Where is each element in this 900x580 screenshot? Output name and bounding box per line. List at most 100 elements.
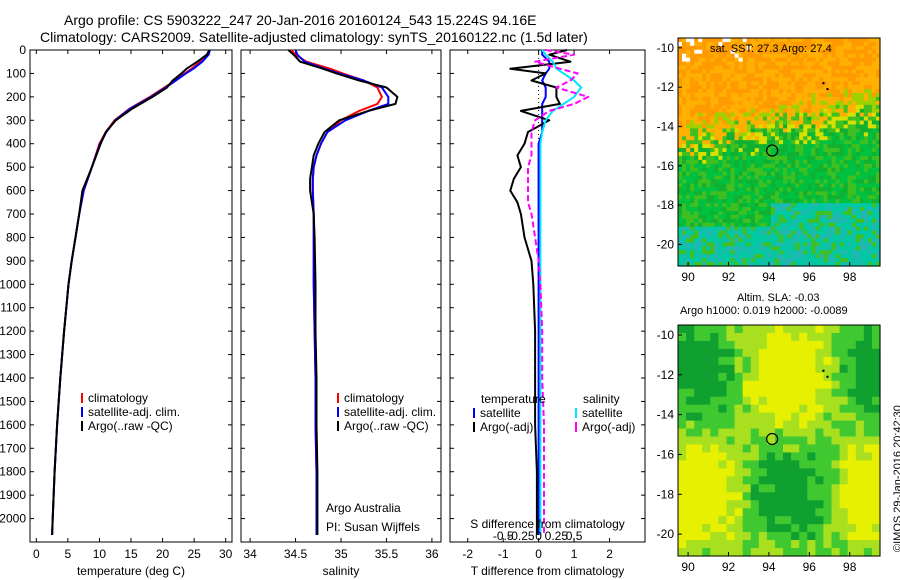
top-tick-label: 0.5 — [566, 529, 583, 543]
x-tick-label: 25 — [187, 547, 201, 561]
map-y-tick-label: -20 — [657, 527, 675, 541]
legend-entry: satellite-adj. clim. — [344, 405, 436, 419]
sla-map — [678, 325, 881, 557]
x-tick-label: 20 — [156, 547, 170, 561]
y-tick-label: 1500 — [0, 394, 26, 408]
chart-title-line1: Argo profile: CS 5903222_247 20-Jan-2016… — [64, 12, 537, 28]
y-tick-label: 900 — [6, 254, 26, 268]
sla-map-title: Altim. SLA: -0.03 — [737, 292, 820, 304]
y-tick-label: 1800 — [0, 465, 26, 479]
y-tick-label: 1000 — [0, 277, 26, 291]
plot-frame-2 — [449, 49, 646, 543]
map-y-tick-label: -14 — [657, 119, 675, 133]
float-track-point — [826, 375, 829, 378]
map-x-tick-label: 94 — [762, 560, 776, 574]
legend-entry: Argo(-adj) — [480, 420, 533, 434]
legend-entry: satellite — [582, 406, 623, 420]
legend-entry: Argo(..raw -QC) — [88, 419, 173, 433]
y-tick-label: 1600 — [0, 418, 26, 432]
argo-temperature-line — [51, 49, 211, 536]
legend-header-salinity: salinity — [583, 392, 620, 406]
map-y-tick-label: -16 — [657, 447, 675, 461]
profile-location-marker — [766, 144, 779, 157]
s-diff-argo-line — [527, 49, 590, 535]
float-track-point — [822, 369, 825, 373]
x-tick-label: 30 — [219, 547, 233, 561]
imos-timestamp: ©IMOS 29-Jan-2016 20:42:30 — [892, 405, 900, 552]
x-tick-label: 35 — [334, 547, 348, 561]
map-y-tick-label: -16 — [657, 159, 675, 173]
top-tick-label: -0.5 — [493, 529, 514, 543]
plot-frame-1 — [240, 49, 442, 543]
y-tick-label: 1100 — [0, 301, 26, 315]
y-tick-label: 300 — [6, 113, 26, 127]
map-x-tick-label: 90 — [681, 560, 695, 574]
y-tick-label: 1300 — [0, 348, 26, 362]
y-tick-label: 1400 — [0, 371, 26, 385]
sst-map-title: sat. SST: 27.3 Argo: 27.4 — [710, 43, 832, 55]
legend-entry: satellite — [480, 406, 521, 420]
x-tick-label: 2 — [606, 547, 613, 561]
map-y-tick-label: -12 — [657, 368, 675, 382]
y-tick-label: 100 — [6, 66, 26, 80]
y-tick-label: 1900 — [0, 488, 26, 502]
legend-entry: satellite-adj. clim. — [88, 405, 180, 419]
top-tick-label: -0.25 — [507, 529, 535, 543]
float-track-point — [826, 87, 829, 91]
float-track-point — [822, 82, 825, 85]
map-x-tick-label: 94 — [762, 270, 776, 284]
y-tick-label: 200 — [6, 90, 26, 104]
y-tick-label: 700 — [6, 207, 26, 221]
t-diff-argo-line — [509, 49, 572, 535]
x-axis-label: T difference from climatology — [471, 564, 625, 578]
x-tick-label: 34.5 — [284, 547, 308, 561]
map-y-tick-label: -10 — [657, 41, 675, 55]
map-x-tick-label: 92 — [722, 560, 736, 574]
top-tick-label: 0 — [535, 529, 542, 543]
annotation-line2: PI: Susan Wijffels — [326, 520, 420, 534]
map-y-tick-label: -14 — [657, 408, 675, 422]
s-diff-satellite-line — [539, 49, 583, 535]
chart-title-line2: Climatology: CARS2009. Satellite-adjuste… — [40, 29, 588, 45]
x-tick-label: 15 — [124, 547, 138, 561]
sla-map-subtitle: Argo h1000: 0.019 h2000: -0.0089 — [680, 305, 848, 317]
argo-salinity-line — [287, 49, 399, 535]
map-y-tick-label: -10 — [657, 328, 675, 342]
legend-entry: Argo(-adj) — [582, 420, 635, 434]
x-tick-label: 35.5 — [375, 547, 399, 561]
y-tick-label: 500 — [6, 160, 26, 174]
y-tick-label: 0 — [19, 43, 26, 57]
map-y-tick-label: -12 — [657, 80, 675, 94]
map-x-tick-label: 96 — [803, 560, 817, 574]
y-tick-label: 400 — [6, 137, 26, 151]
map-y-tick-label: -20 — [657, 237, 675, 251]
legend-entry: climatology — [344, 391, 404, 405]
profile-location-marker — [766, 432, 779, 446]
x-tick-label: 0 — [535, 547, 542, 561]
x-tick-label: -1 — [498, 547, 509, 561]
x-tick-label: 10 — [93, 547, 107, 561]
t-diff-satellite-line — [537, 50, 551, 535]
x-tick-label: 34 — [243, 547, 257, 561]
annotation-line1: Argo Australia — [326, 501, 401, 515]
map-frame — [677, 37, 881, 267]
map-x-tick-label: 90 — [681, 270, 695, 284]
y-tick-label: 2000 — [0, 512, 26, 526]
map-frame — [677, 324, 881, 557]
x-tick-label: 5 — [65, 547, 72, 561]
top-tick-label: 0.25 — [545, 529, 569, 543]
map-y-tick-label: -18 — [657, 487, 675, 501]
map-y-tick-label: -18 — [657, 198, 675, 212]
legend-entry: climatology — [88, 391, 148, 405]
map-x-tick-label: 98 — [843, 270, 857, 284]
map-x-tick-label: 96 — [803, 270, 817, 284]
sst-map — [678, 38, 881, 267]
y-tick-label: 800 — [6, 230, 26, 244]
y-tick-label: 1200 — [0, 324, 26, 338]
x-tick-label: 1 — [571, 547, 578, 561]
map-x-tick-label: 92 — [722, 270, 736, 284]
legend-entry: Argo(..raw -QC) — [344, 419, 429, 433]
x-tick-label: 36 — [425, 547, 439, 561]
y-tick-label: 600 — [6, 184, 26, 198]
